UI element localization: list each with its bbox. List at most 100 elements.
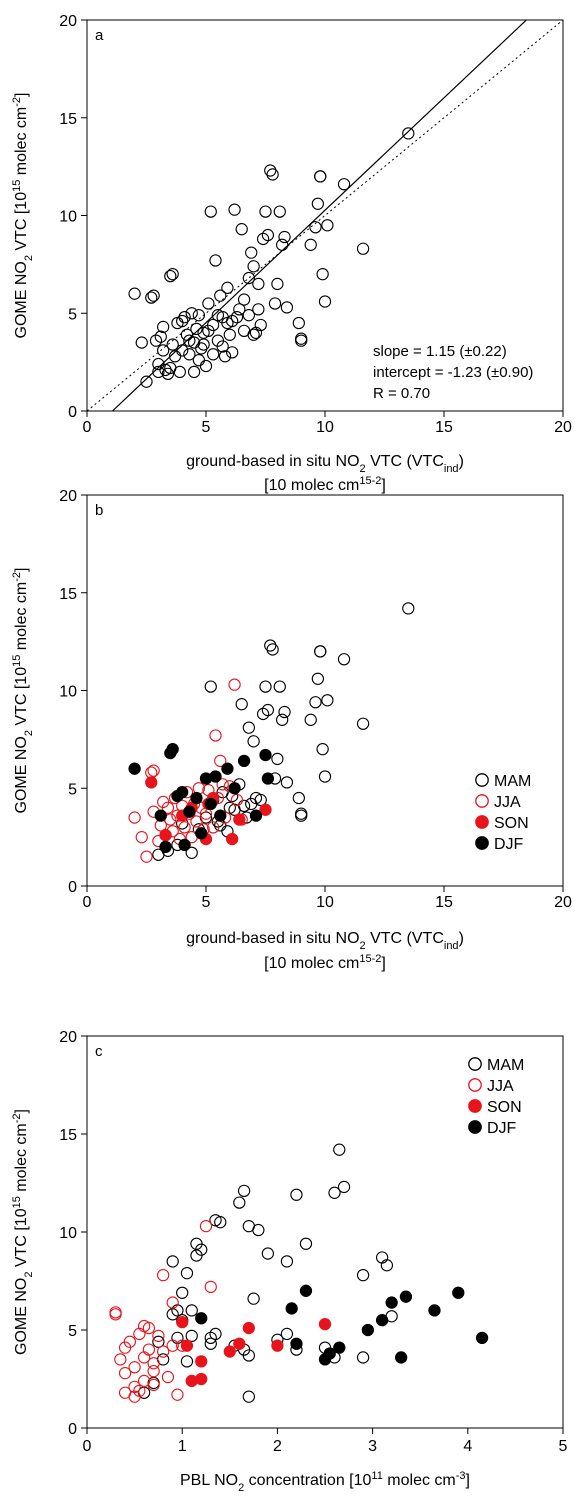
djf-point (176, 786, 189, 799)
legend-label-jja: JJA (494, 794, 521, 811)
jja-point (157, 1268, 170, 1282)
mam-point (280, 1327, 294, 1341)
djf-point (166, 743, 179, 756)
legend-marker-jja (475, 794, 489, 808)
mam-point (271, 752, 284, 766)
mam-point (235, 698, 248, 711)
x-axis-label-units-end: ] (381, 477, 385, 494)
djf-point (290, 1337, 303, 1350)
point (233, 303, 246, 316)
x-axis-label-units-pre: [10 (264, 955, 286, 972)
x-tick-label: 0 (83, 894, 92, 911)
y-tick-label: 0 (68, 1421, 77, 1438)
x-axis-label-units-mid: molec cm (286, 955, 359, 972)
x-tick-label: 20 (554, 419, 572, 436)
x-axis-label-pre: ground-based in situ NO (186, 453, 359, 470)
y-tick-label: 15 (59, 111, 77, 128)
mam-point (273, 680, 286, 693)
x-tick-label: 15 (435, 894, 453, 911)
mam-point (233, 1196, 246, 1209)
mam-point (204, 1337, 217, 1350)
x-axis-label: PBL NO2 concentration [1011 molec cm-3] (180, 1470, 470, 1494)
jja-point (209, 729, 222, 742)
stat-line: slope = 1.15 (±0.22) (373, 343, 507, 360)
son-point (318, 1317, 332, 1331)
x-axis-label-units: [10 molec cm15-2] (264, 475, 386, 494)
y-axis-label: GOME NO2 VTC [1015 molec cm-2] (11, 1109, 35, 1355)
mam-point (209, 1327, 222, 1341)
mam-point (380, 1259, 394, 1272)
mam-point (292, 791, 305, 805)
point (230, 311, 244, 324)
djf-point (195, 1312, 208, 1325)
djf-point (195, 827, 208, 840)
point (152, 365, 165, 379)
point (166, 338, 179, 351)
jja-point (147, 1378, 160, 1392)
mam-point (204, 680, 217, 693)
djf-point (209, 770, 222, 783)
mam-point (185, 1329, 198, 1343)
jja-point (161, 1370, 175, 1384)
djf-point (395, 1351, 408, 1364)
point (180, 328, 194, 341)
jja-point (230, 793, 244, 807)
point (268, 297, 282, 310)
y-axis-label: GOME NO2 VTC [1015 molec cm-2] (11, 93, 35, 339)
jja-point (214, 754, 227, 768)
mam-point (311, 672, 325, 685)
legend-marker-son (468, 1099, 482, 1113)
point (278, 230, 291, 244)
y-axis-label-sup2: -2 (11, 1113, 23, 1123)
y-tick-label: 5 (68, 781, 77, 798)
point (261, 228, 275, 242)
jja-point (128, 1361, 141, 1374)
legend-label-mam: MAM (487, 1057, 524, 1074)
y-axis-label-end: ] (13, 93, 30, 97)
mam-point (171, 1331, 184, 1344)
jja-point (137, 1319, 151, 1333)
mam-point (261, 1247, 275, 1260)
x-axis-label-sup: 11 (371, 1470, 382, 1482)
mam-point (280, 776, 294, 789)
djf-point (190, 791, 203, 805)
mam-point (185, 1304, 198, 1317)
point (252, 277, 265, 291)
plot-area (87, 20, 563, 411)
point (221, 281, 234, 294)
panel-letter: b (95, 502, 103, 519)
mam-point (195, 1243, 208, 1256)
mam-point (180, 1355, 194, 1368)
plot-area (109, 1143, 489, 1403)
legend-marker-jja (468, 1078, 482, 1092)
point (237, 293, 251, 306)
djf-point (249, 809, 263, 822)
point (192, 309, 206, 322)
djf-point (228, 782, 241, 795)
point (318, 295, 332, 308)
djf-point (285, 1302, 298, 1315)
mam-point (166, 1308, 179, 1321)
y-tick-label: 5 (68, 306, 77, 323)
mam-point (185, 846, 198, 859)
y-tick-label: 0 (68, 404, 77, 421)
djf-point (375, 1314, 389, 1327)
djf-point (259, 748, 272, 762)
djf-point (154, 809, 167, 822)
point (223, 328, 236, 341)
point (183, 334, 196, 347)
djf-point (361, 1323, 374, 1337)
x-tick-label: 1 (178, 1438, 187, 1455)
point (228, 203, 241, 216)
mam-point (290, 1188, 303, 1201)
son-point (223, 1345, 236, 1358)
point (157, 320, 170, 334)
jja-point (166, 1296, 179, 1309)
jja-point (147, 1365, 160, 1378)
point (185, 307, 198, 320)
x-axis-label-units-sup: 15 (359, 953, 371, 965)
point (195, 342, 208, 355)
y-axis-label-pre: GOME NO (13, 736, 30, 813)
point (206, 348, 220, 361)
jja-point (190, 815, 203, 828)
